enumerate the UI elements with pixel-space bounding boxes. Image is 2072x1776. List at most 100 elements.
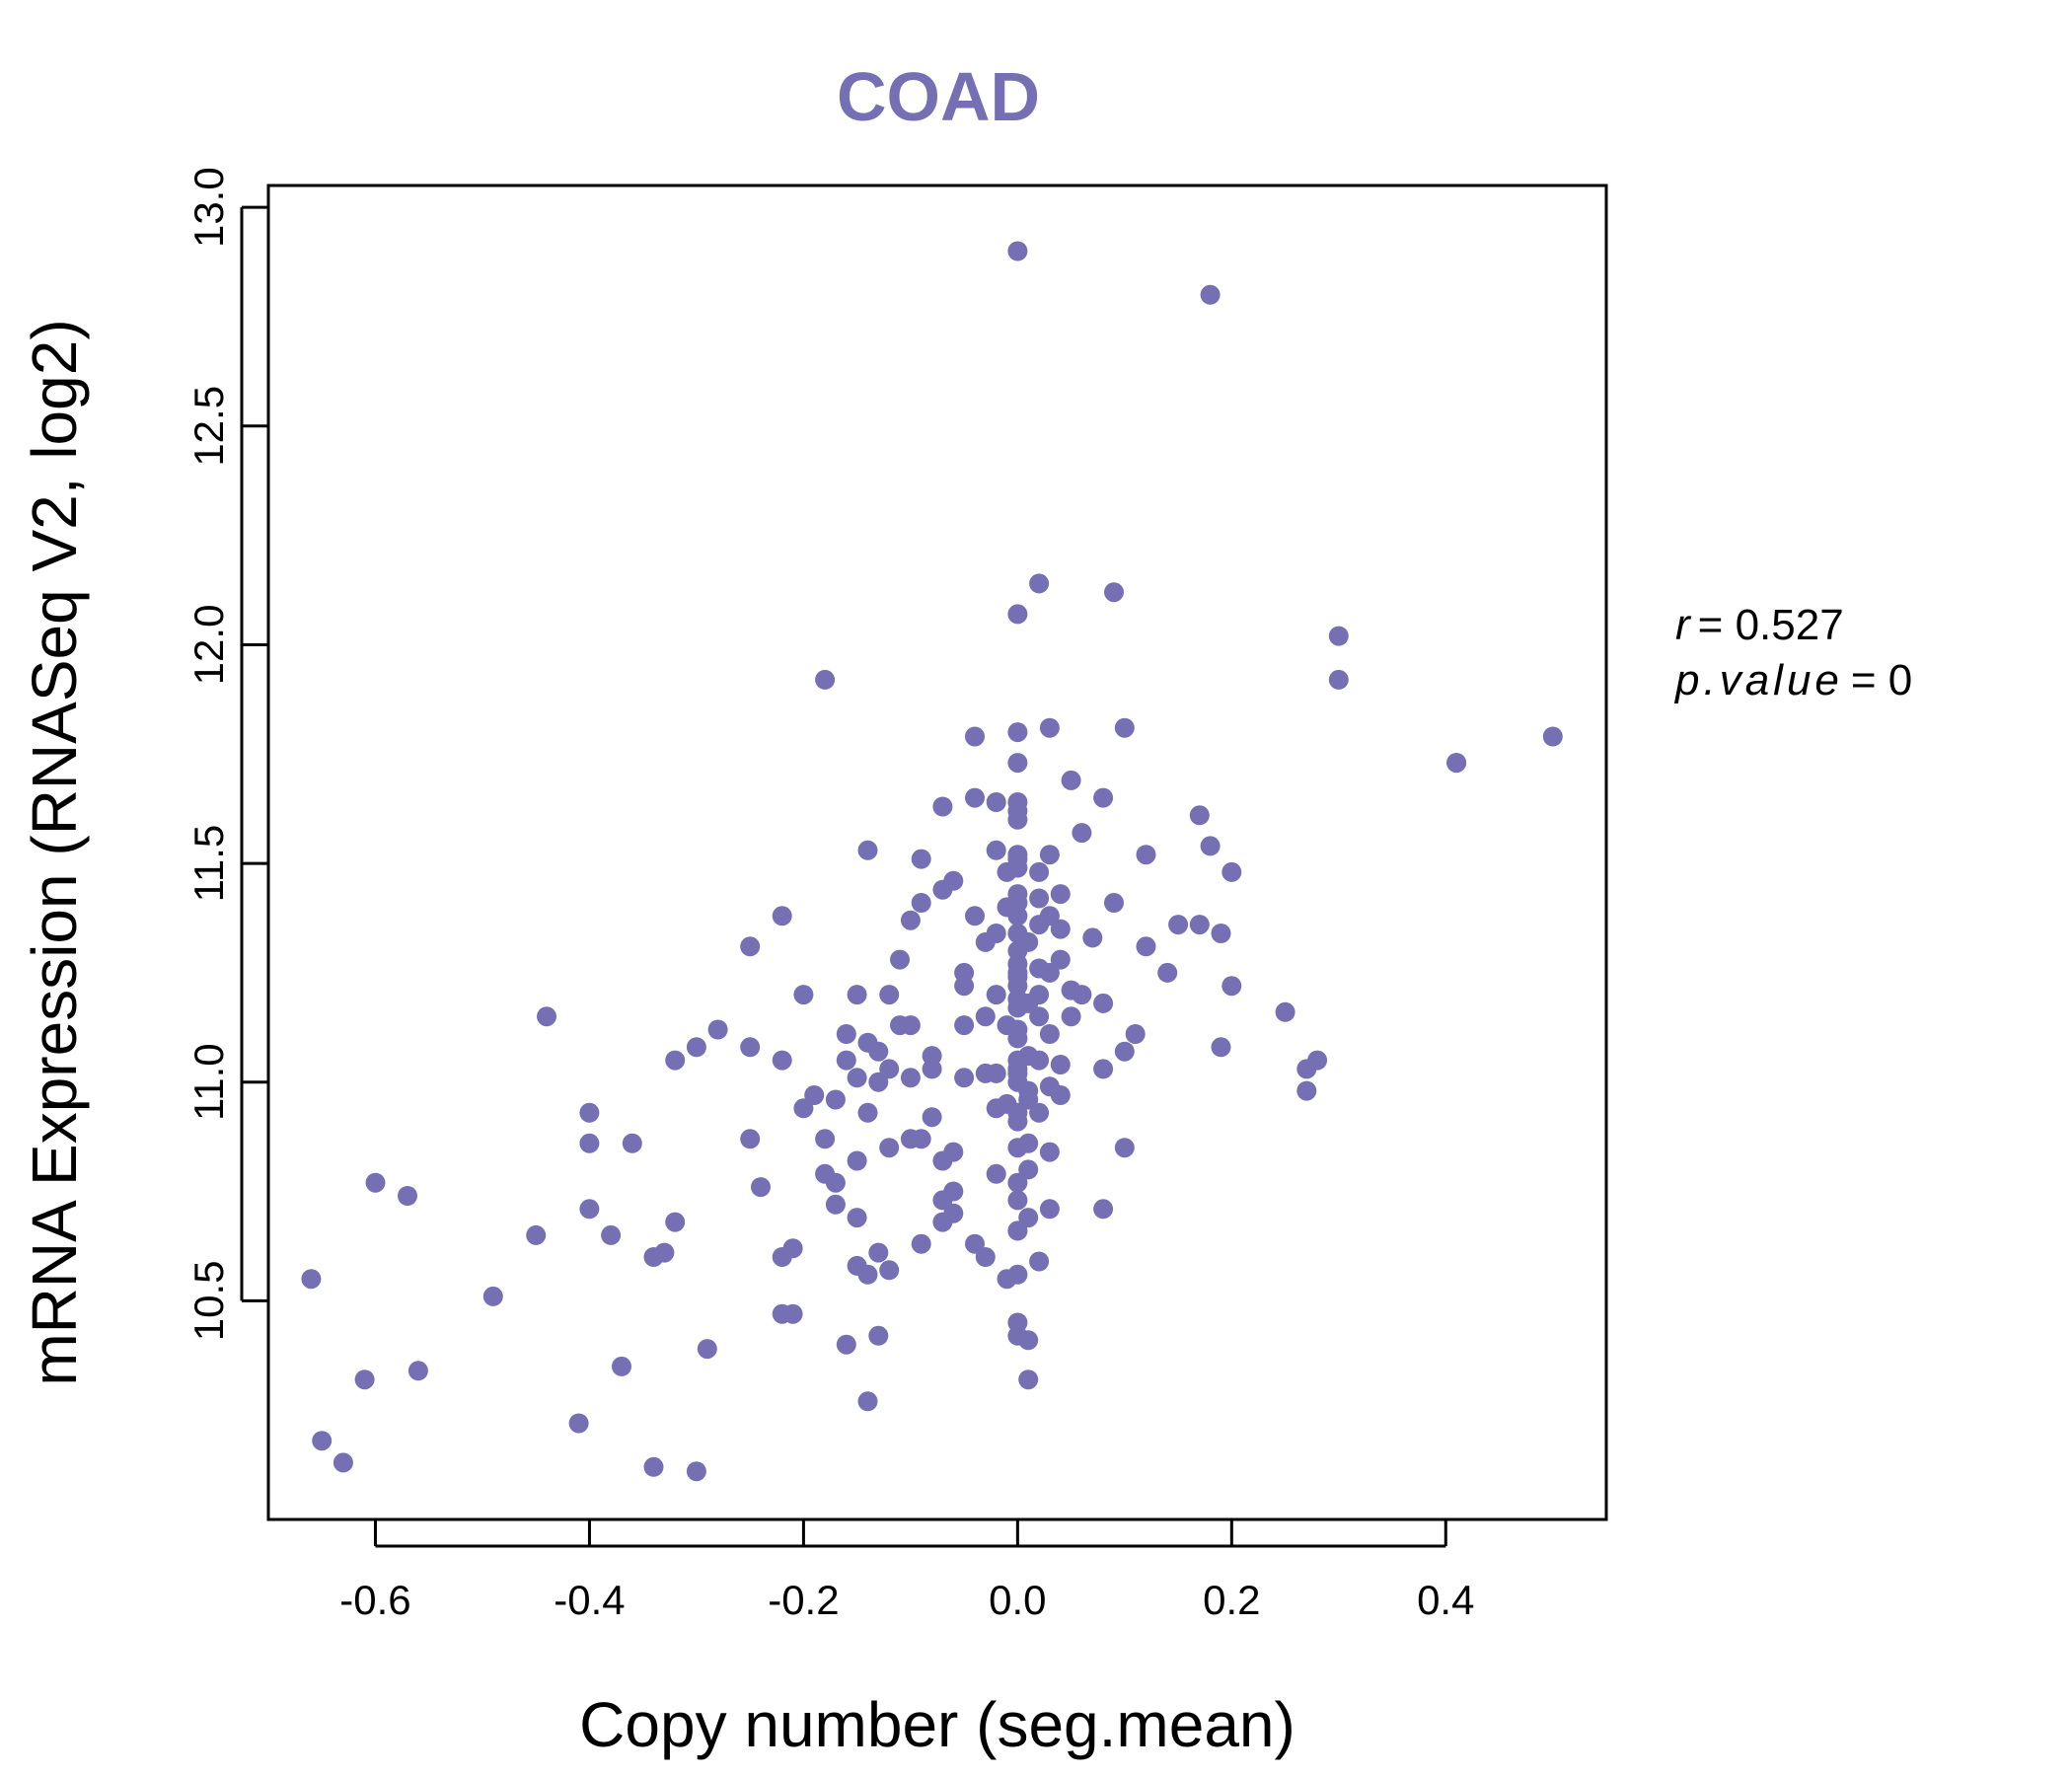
data-point <box>707 1019 728 1040</box>
data-point <box>1136 936 1156 957</box>
data-point <box>986 840 1006 860</box>
data-point <box>847 1150 867 1171</box>
data-point <box>1039 906 1060 926</box>
data-point <box>943 1142 964 1162</box>
x-axis-label: Copy number (seg.mean) <box>579 1689 1295 1760</box>
data-point <box>1221 976 1242 997</box>
data-point <box>1029 1050 1050 1071</box>
y-tick-label: 12.0 <box>185 605 232 686</box>
data-point <box>1072 823 1092 844</box>
data-point <box>1007 753 1028 774</box>
data-point <box>857 840 878 860</box>
data-point <box>879 985 900 1005</box>
data-point <box>579 1102 600 1123</box>
data-point <box>1200 836 1221 856</box>
data-point <box>1104 582 1124 603</box>
data-point <box>815 1129 836 1149</box>
data-point <box>1050 919 1071 939</box>
data-point <box>1050 884 1071 905</box>
data-point <box>601 1224 622 1245</box>
data-point <box>1542 726 1563 747</box>
data-point <box>1093 1199 1114 1220</box>
data-point <box>1050 1055 1071 1074</box>
data-point <box>1007 800 1028 821</box>
data-point <box>1328 669 1349 690</box>
data-point <box>1007 962 1028 983</box>
svg-text:p.value= 0: p.value = 0 <box>1673 656 1912 704</box>
x-tick-label: -0.6 <box>339 1577 410 1623</box>
data-point <box>879 1138 900 1158</box>
chart-title: COAD <box>837 58 1040 135</box>
data-point <box>1136 845 1156 865</box>
data-point <box>1007 906 1028 926</box>
data-point <box>1007 722 1028 743</box>
data-point <box>1007 1264 1028 1285</box>
data-point <box>836 1334 856 1355</box>
x-tick-label: 0.0 <box>989 1577 1046 1623</box>
data-point <box>911 1129 931 1149</box>
data-point <box>1007 849 1028 869</box>
data-point <box>1018 1208 1039 1228</box>
data-point <box>1296 1080 1317 1101</box>
data-point <box>740 1037 761 1058</box>
data-point <box>1189 805 1210 826</box>
data-point <box>836 1024 856 1044</box>
data-point <box>751 1177 771 1198</box>
data-point <box>1018 1330 1039 1351</box>
data-point <box>943 870 964 891</box>
data-point <box>1061 1006 1081 1027</box>
data-point <box>975 1247 996 1267</box>
data-point <box>879 1059 900 1079</box>
data-point <box>911 849 931 869</box>
data-point <box>1018 1159 1039 1180</box>
data-point <box>568 1413 589 1434</box>
y-tick-label: 12.5 <box>185 386 232 467</box>
data-point <box>922 1107 942 1128</box>
data-point <box>965 906 985 926</box>
data-point <box>407 1361 428 1381</box>
data-point <box>836 1050 856 1071</box>
data-point <box>815 669 836 690</box>
data-point <box>1007 241 1028 261</box>
r-label: r <box>1675 601 1692 649</box>
y-tick-label: 10.5 <box>185 1260 232 1341</box>
data-point <box>986 1063 1006 1083</box>
data-point <box>1168 915 1189 935</box>
data-point <box>1029 1006 1050 1027</box>
data-point <box>537 1006 556 1027</box>
data-point <box>579 1199 600 1220</box>
data-point <box>932 796 953 817</box>
data-point <box>911 1233 931 1254</box>
correlation-annotation: r = 0.527 p.value = 0 <box>1673 601 1912 704</box>
data-point <box>1007 1111 1028 1132</box>
data-point <box>1093 993 1114 1013</box>
p-value: = 0 <box>1851 656 1912 704</box>
data-point <box>1189 915 1210 935</box>
data-point <box>965 726 985 747</box>
data-point <box>986 792 1006 812</box>
x-tick-label: -0.2 <box>768 1577 839 1623</box>
data-point <box>1275 1001 1295 1022</box>
data-point <box>665 1212 686 1232</box>
data-point <box>686 1037 706 1058</box>
y-axis: 10.5 11.0 11.5 12.0 12.5 13.0 <box>185 167 268 1341</box>
data-point <box>1039 1024 1060 1044</box>
data-point <box>1050 949 1071 970</box>
data-point <box>825 1172 846 1193</box>
data-point <box>643 1456 664 1477</box>
data-point <box>697 1339 717 1360</box>
data-point <box>1093 787 1114 808</box>
data-point <box>1007 604 1028 625</box>
y-tick-label: 11.0 <box>185 1043 232 1121</box>
data-point <box>1018 1369 1039 1390</box>
data-point <box>1039 962 1060 983</box>
data-point <box>482 1286 503 1306</box>
data-point <box>398 1186 417 1206</box>
data-point <box>847 1208 867 1228</box>
data-point <box>665 1050 686 1071</box>
data-point <box>1050 1085 1071 1105</box>
data-point <box>354 1369 375 1390</box>
data-point <box>868 1325 889 1346</box>
data-point <box>1061 770 1081 790</box>
data-point <box>740 1129 761 1149</box>
